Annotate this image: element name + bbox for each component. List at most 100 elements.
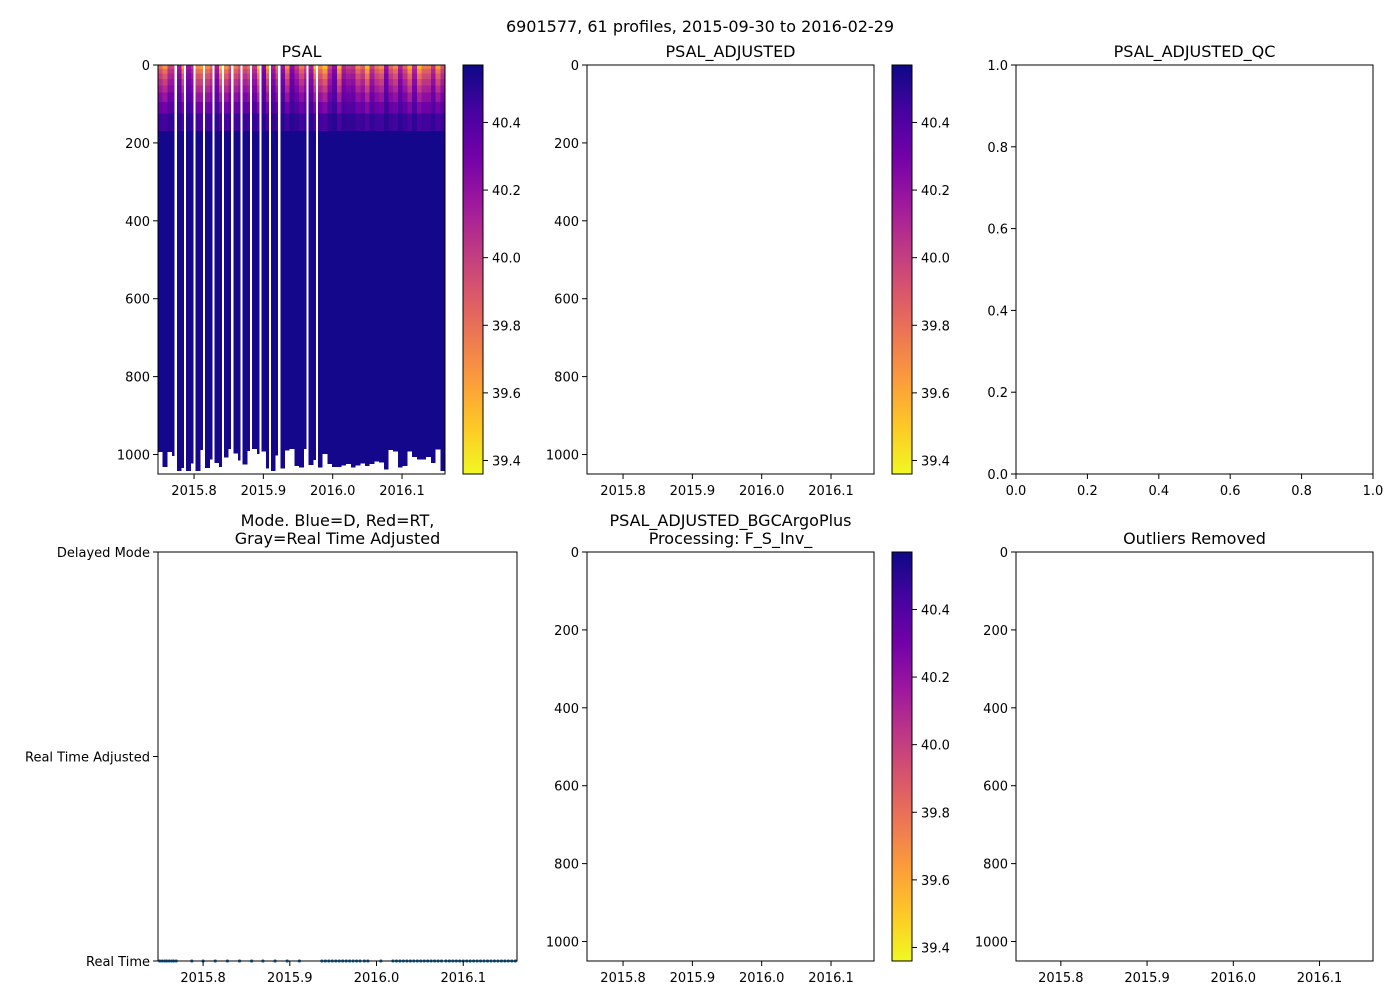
heatmap-cell (416, 113, 422, 132)
heatmap-cell (285, 68, 290, 74)
heatmap-cell (256, 131, 260, 159)
heatmap-cell (412, 113, 417, 132)
heatmap-cell (270, 92, 276, 103)
profile-column (190, 65, 194, 464)
heatmap-cell (322, 131, 328, 159)
profile-column (327, 65, 333, 465)
profile-column (285, 65, 290, 451)
heatmap-cell (237, 68, 241, 74)
heatmap-cell (172, 189, 175, 456)
heatmap-cell (270, 158, 276, 190)
heatmap-cell (205, 113, 210, 132)
heatmap-cell (430, 102, 436, 114)
heatmap-cell (190, 73, 194, 80)
heatmap-cell (285, 131, 290, 159)
heatmap-cell (162, 189, 168, 468)
heatmap-cell (223, 73, 229, 80)
heatmap-cell (308, 65, 314, 69)
heatmap-cell (360, 92, 366, 103)
heatmap-cell (270, 68, 276, 74)
heatmap-cell (209, 68, 213, 74)
heatmap-cell (167, 73, 173, 80)
heatmap-cell (299, 85, 304, 93)
x-tick-label: 0.2 (1077, 484, 1098, 499)
heatmap-cell (397, 113, 403, 132)
heatmap-cell (350, 113, 356, 132)
heatmap-cell (435, 131, 441, 159)
heatmap-cell (223, 102, 229, 114)
axes-frame (157, 64, 446, 475)
heatmap-cell (374, 189, 380, 462)
heatmap-cell (233, 68, 238, 74)
heatmap-cell (275, 65, 279, 69)
heatmap-cell (237, 92, 241, 103)
heatmap-cell (289, 92, 295, 103)
heatmap-cell (158, 102, 163, 114)
profile-column (256, 65, 260, 454)
y-tick-label: 800 (554, 858, 579, 873)
heatmap-cell (289, 85, 295, 93)
heatmap-cell (270, 102, 276, 114)
heatmap-cell (369, 131, 375, 159)
heatmap-cell (393, 92, 398, 103)
y-tick-label: 200 (554, 624, 579, 639)
profile-column (360, 65, 366, 464)
heatmap-cell (308, 113, 314, 132)
heatmap-cell (393, 113, 398, 132)
heatmap-cell (317, 158, 323, 190)
heatmap-cell (350, 73, 356, 80)
heatmap-cell (383, 92, 389, 103)
y-tick-label: 400 (125, 215, 150, 230)
x-tick-label: 2016.0 (310, 484, 356, 499)
heatmap-cell (256, 79, 260, 86)
heatmap-cell (369, 189, 375, 464)
colorbar-tick-label: 39.8 (921, 319, 950, 334)
heatmap-cell (332, 92, 337, 103)
heatmap-cell (242, 113, 248, 132)
heatmap-cell (317, 113, 323, 132)
heatmap-cell (393, 65, 398, 69)
panel-title: PSAL (282, 42, 322, 61)
heatmap-cell (332, 73, 337, 80)
heatmap-cell (195, 79, 201, 86)
heatmap-cell (374, 131, 380, 159)
figure-title: 6901577, 61 profiles, 2015-09-30 to 2016… (506, 17, 894, 36)
heatmap-cell (369, 92, 375, 103)
heatmap-cell (426, 189, 431, 458)
heatmap-cell (219, 102, 222, 114)
x-tick-label: 2015.8 (171, 484, 217, 499)
heatmap-cell (233, 73, 238, 80)
colorbar-tick-label: 40.2 (921, 671, 950, 686)
heatmap-cell (440, 102, 445, 114)
heatmap-cell (416, 85, 422, 93)
heatmap-cell (205, 65, 210, 69)
heatmap-cell (228, 113, 232, 132)
heatmap-cell (289, 189, 295, 449)
heatmap-cell (228, 65, 232, 69)
heatmap-cell (275, 189, 279, 456)
heatmap-cell (365, 158, 370, 190)
heatmap-cell (167, 131, 173, 159)
heatmap-cell (266, 68, 269, 74)
heatmap-cell (350, 85, 356, 93)
profile-column (393, 65, 398, 452)
colorbar: 39.4 39.6 39.8 40.0 40.2 40.4 (891, 551, 950, 962)
heatmap-cell (416, 73, 422, 80)
heatmap-cell (252, 65, 257, 69)
heatmap-cell (186, 189, 191, 471)
profile-column (416, 65, 422, 460)
heatmap-cell (261, 73, 267, 80)
profile-column (186, 65, 191, 471)
y-tick-label: 0 (571, 546, 579, 561)
heatmap-cell (383, 79, 389, 86)
colorbar-tick-label: 40.0 (921, 252, 950, 267)
heatmap-cell (261, 68, 267, 74)
heatmap-cell (346, 85, 351, 93)
heatmap-cell (228, 102, 232, 114)
heatmap-cell (205, 92, 210, 103)
heatmap-cell (299, 92, 304, 103)
profile-column (412, 65, 417, 458)
heatmap-cell (379, 189, 384, 463)
heatmap-cell (327, 158, 333, 190)
heatmap-cell (205, 68, 210, 74)
